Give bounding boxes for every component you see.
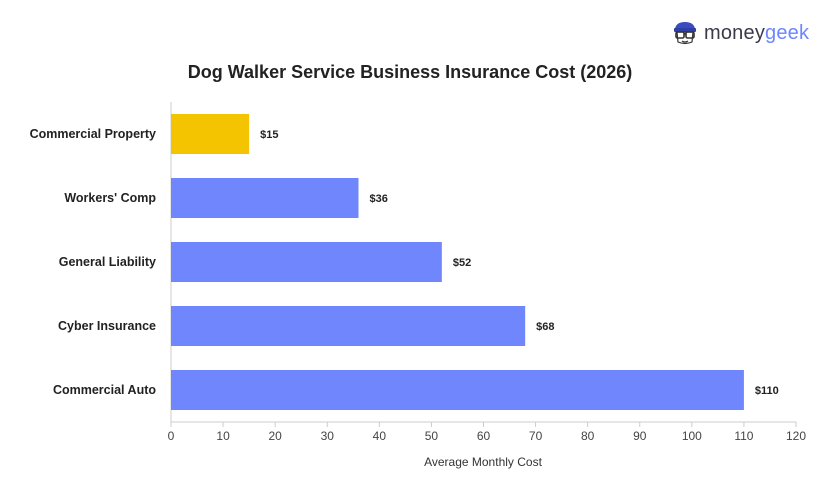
bar-value-label: $68 <box>536 321 554 333</box>
geek-glasses-icon <box>674 22 696 45</box>
category-label: General Liability <box>59 255 156 269</box>
x-tick-label: 110 <box>734 429 753 443</box>
chart-title: Dog Walker Service Business Insurance Co… <box>187 62 633 82</box>
x-tick-label: 50 <box>425 429 439 443</box>
x-tick-label: 0 <box>168 429 175 443</box>
brand-money: money <box>704 21 766 44</box>
x-tick-label: 70 <box>529 429 543 443</box>
brand-geek: geek <box>765 21 810 44</box>
bar-value-label: $110 <box>755 385 779 397</box>
x-tick-label: 20 <box>268 429 282 443</box>
bar-value-label: $36 <box>370 193 388 205</box>
x-tick-label: 60 <box>477 429 491 443</box>
bar <box>171 114 250 154</box>
bar <box>171 178 359 218</box>
category-label: Commercial Auto <box>53 383 156 397</box>
x-tick-label: 100 <box>682 429 702 443</box>
moneygeek-logo: moneygeek <box>672 20 809 46</box>
x-tick-label: 90 <box>633 429 647 443</box>
category-label: Commercial Property <box>30 127 156 141</box>
category-label: Cyber Insurance <box>58 319 156 333</box>
brand-wordmark: moneygeek <box>704 22 809 45</box>
bar-value-label: $15 <box>260 129 278 141</box>
x-tick-label: 80 <box>581 429 595 443</box>
x-axis-title: Average Monthly Cost <box>424 455 543 469</box>
plot-area: 0 10 20 30 40 50 60 70 80 90 100 110 120 Commercial P… <box>30 102 806 443</box>
x-tick-label: 30 <box>321 429 335 443</box>
x-tick-label: 10 <box>216 429 230 443</box>
x-tick-label: 120 <box>786 429 806 443</box>
bar-value-label: $52 <box>453 257 471 269</box>
x-tick-label: 40 <box>373 429 387 443</box>
bar <box>171 306 526 346</box>
category-label: Workers' Comp <box>64 191 156 205</box>
bar <box>171 370 744 410</box>
bar <box>171 242 442 282</box>
